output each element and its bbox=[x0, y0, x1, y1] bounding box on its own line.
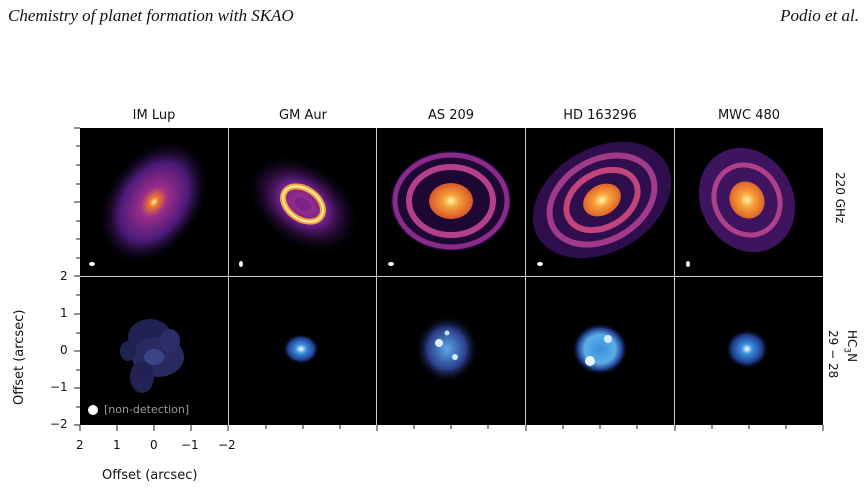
row-label-continuum: 220 GHz bbox=[833, 172, 847, 224]
continuum-panel-as-209 bbox=[377, 128, 525, 276]
column-title-1: IM Lup bbox=[132, 108, 176, 123]
continuum-panel-im-lup bbox=[80, 128, 228, 276]
continuum-panel-gm-aur bbox=[229, 128, 377, 276]
row-label-hc3n: HC3N 29 − 28 bbox=[826, 330, 859, 378]
hc3n-panel-as-209 bbox=[377, 277, 525, 425]
running-head-title: Chemistry of planet formation with SKAO bbox=[8, 6, 294, 25]
ytick-label: 0 bbox=[60, 343, 68, 357]
y-axis-title: Offset (arcsec) bbox=[12, 309, 27, 405]
column-title-5: MWC 480 bbox=[717, 108, 781, 123]
ytick-label: −1 bbox=[50, 380, 68, 394]
ytick-label: 2 bbox=[60, 269, 68, 283]
continuum-panel-mwc-480 bbox=[675, 128, 823, 276]
non-detection-label: [non-detection] bbox=[104, 403, 190, 416]
running-head-authors: Podio et al. bbox=[780, 6, 859, 25]
beam-marker bbox=[89, 262, 95, 266]
beam-marker bbox=[239, 261, 243, 267]
ytick-label: −2 bbox=[50, 417, 68, 431]
continuum-panel-hd-163296 bbox=[526, 128, 674, 276]
x-axis-title: Offset (arcsec) bbox=[102, 468, 198, 483]
beam-marker bbox=[537, 262, 543, 266]
hc3n-panel-im-lup bbox=[80, 277, 228, 425]
xtick-label: 1 bbox=[113, 438, 121, 452]
beam-marker bbox=[88, 405, 98, 415]
beam-marker bbox=[388, 262, 394, 266]
row-label-hc3n-main: HC bbox=[845, 330, 859, 348]
ytick-label: 1 bbox=[60, 306, 68, 320]
row-label-hc3n-transition: 29 − 28 bbox=[825, 330, 840, 379]
hc3n-panel-hd-163296 bbox=[526, 277, 674, 425]
beam-marker bbox=[686, 261, 690, 267]
xtick-label: −2 bbox=[218, 438, 236, 452]
xtick-label: 0 bbox=[150, 438, 158, 452]
hc3n-panel-gm-aur bbox=[229, 277, 377, 425]
hc3n-panel-mwc-480 bbox=[675, 277, 823, 425]
column-title-4: HD 163296 bbox=[563, 108, 637, 123]
xtick-label: −1 bbox=[181, 438, 199, 452]
column-title-2: GM Aur bbox=[279, 108, 327, 123]
xtick-label: 2 bbox=[76, 438, 84, 452]
column-title-3: AS 209 bbox=[427, 108, 475, 123]
row-label-hc3n-tail: N bbox=[845, 353, 859, 363]
